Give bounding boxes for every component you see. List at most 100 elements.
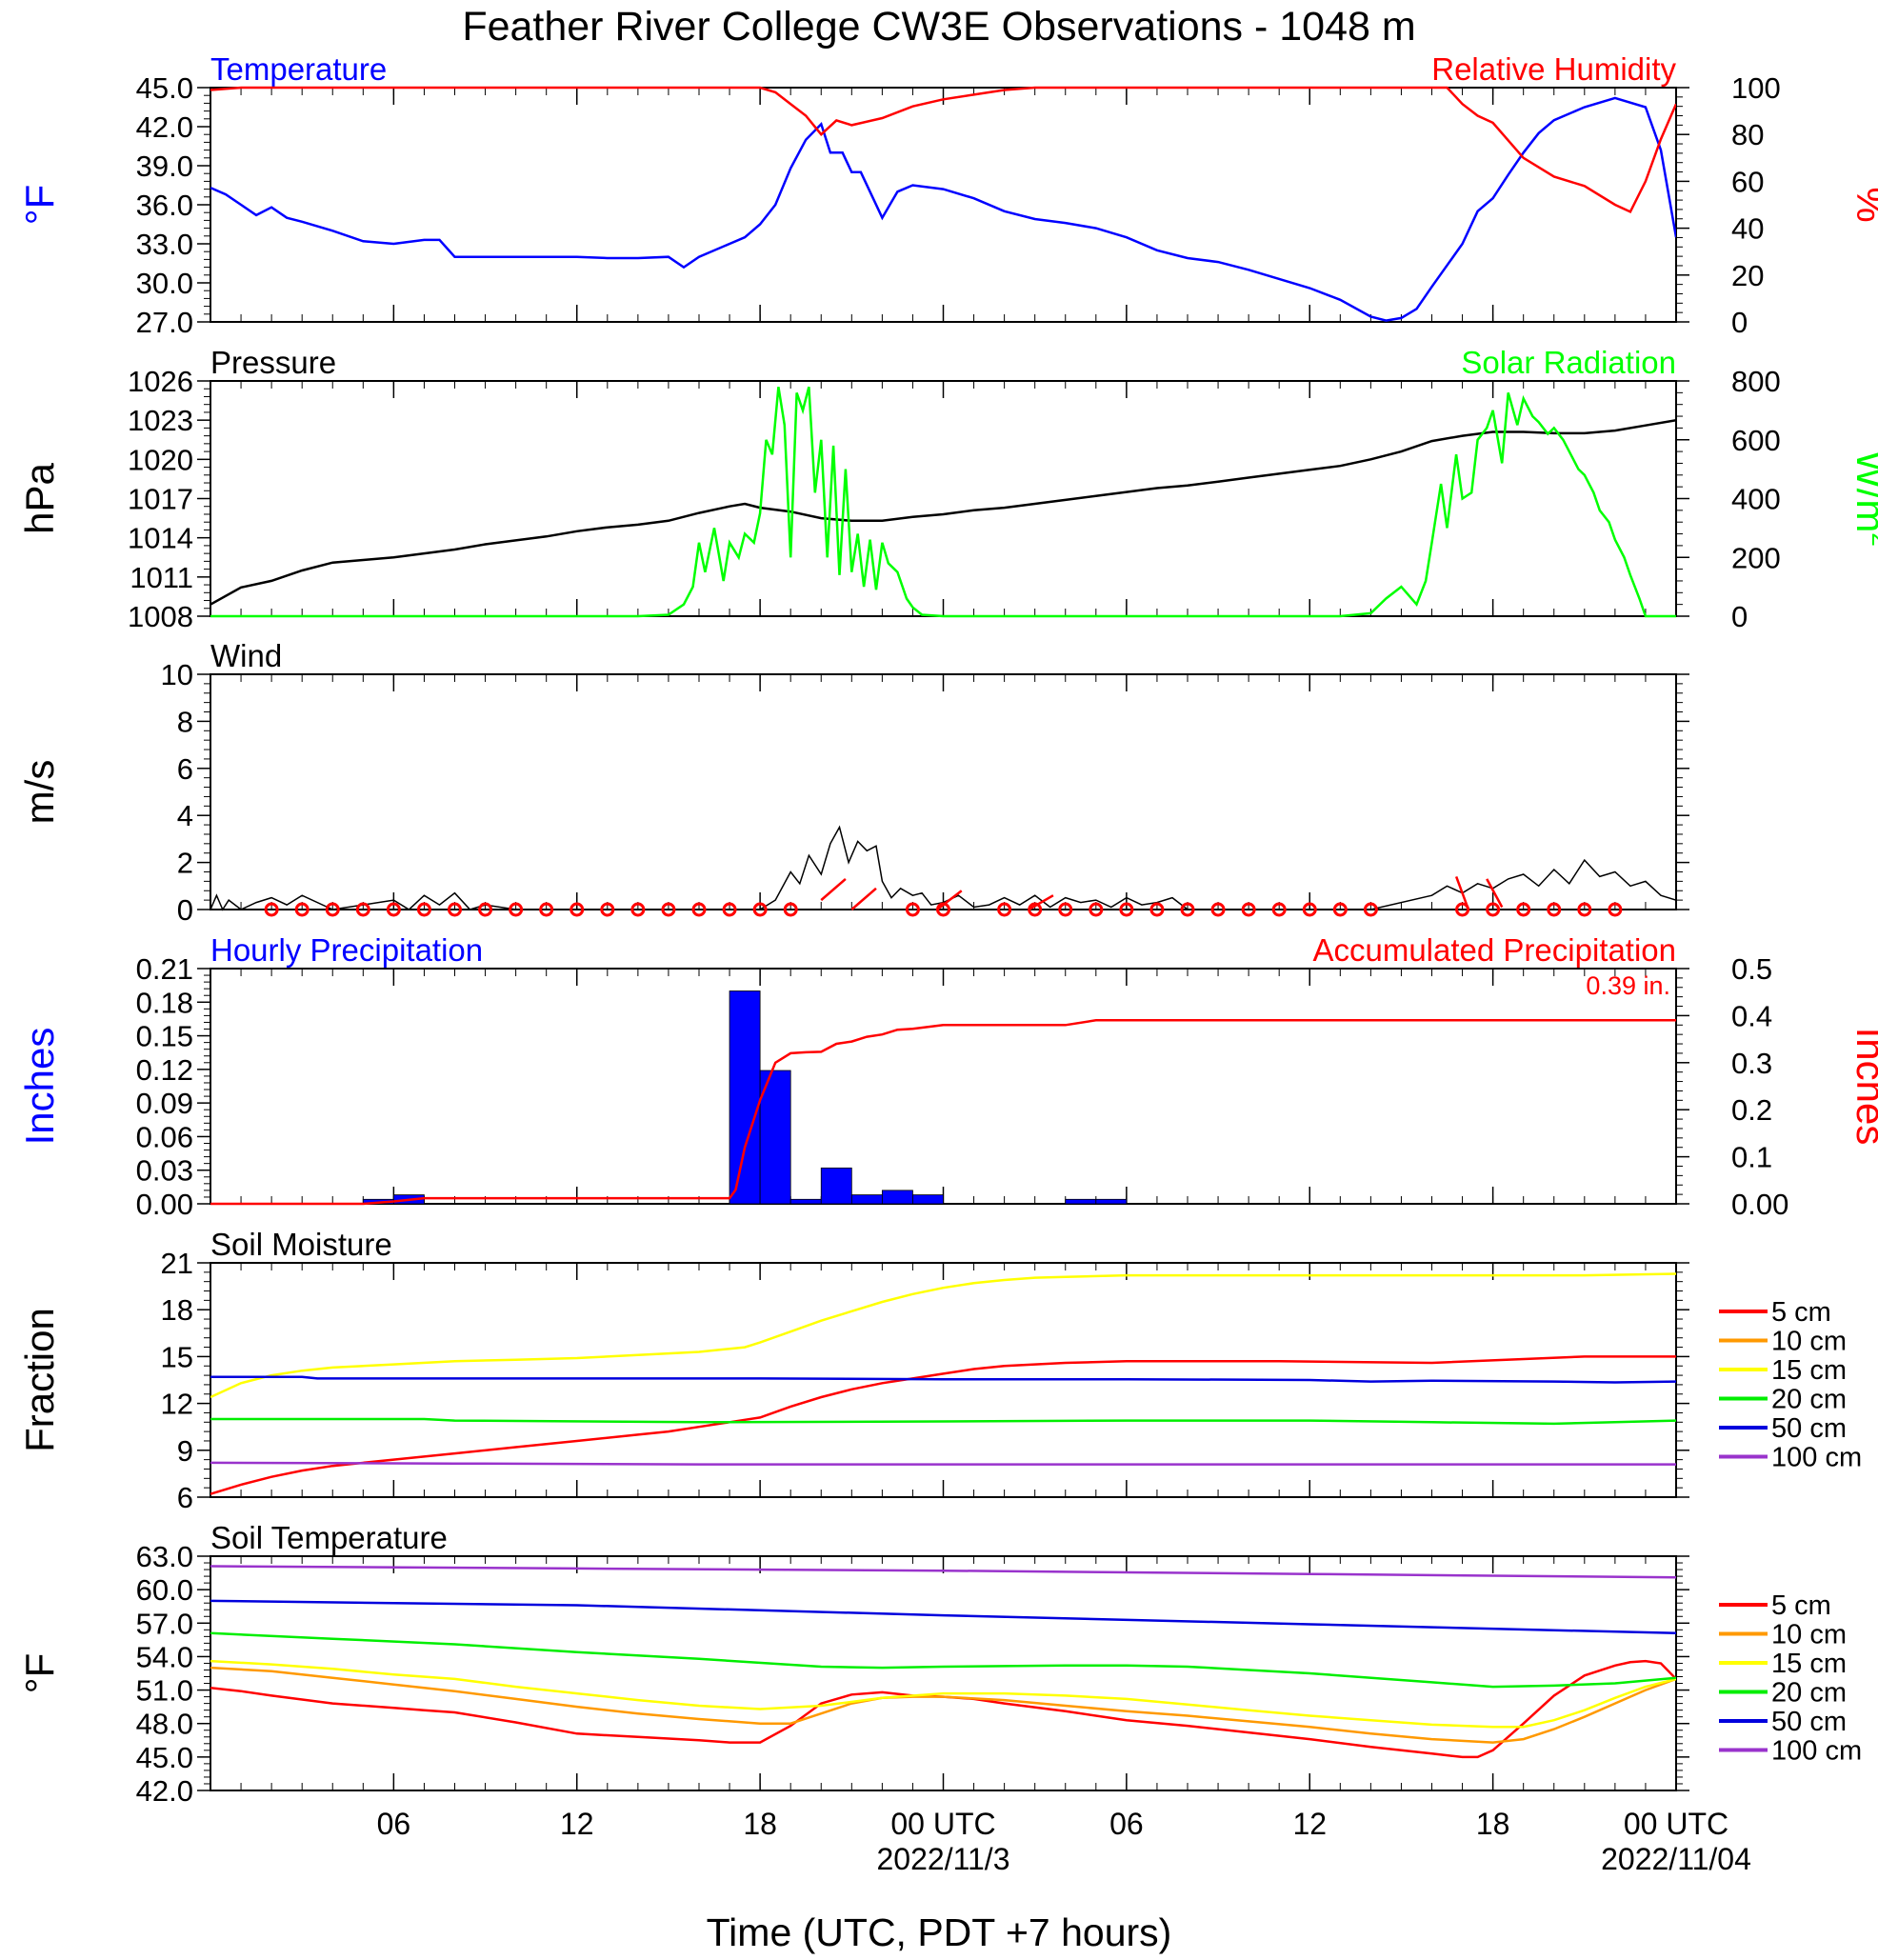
legend-label: 15 cm [1771,1649,1847,1679]
legend-label: 20 cm [1771,1385,1847,1415]
y-right-tick-label: 0.3 [1731,1047,1772,1080]
y-axis-label: Fraction [17,1308,62,1452]
series-line-20-cm [210,1631,1676,1689]
plot-frame [210,673,1677,910]
wind-calm-marker [691,902,707,917]
y-tick-label: 1017 [128,483,193,516]
y-right-tick-label: 0.5 [1731,952,1772,986]
y-right-tick-label: 40 [1731,212,1764,246]
y-tick-label: 57.0 [136,1607,193,1640]
y-tick-label: 0.12 [136,1053,193,1087]
wind-calm-marker [1241,902,1256,917]
y-tick-label: 9 [177,1434,193,1468]
legend-label: 50 cm [1771,1707,1847,1737]
y-tick-label: 39.0 [136,150,193,183]
y-tick-label: 4 [177,799,193,832]
panels: 27.030.033.036.039.042.045.0020406080100… [17,51,1878,1876]
wind-calm-marker [1149,902,1165,917]
x-tick-label: 12 [1292,1807,1327,1841]
y-tick-label: 10 [161,658,193,691]
y-tick-label: 1014 [128,522,193,555]
y-tick-label: 33.0 [136,228,193,261]
plot-frame [210,87,1677,323]
precip-bar [729,990,761,1205]
y-tick-label: 30.0 [136,267,193,300]
legend-label: 5 cm [1771,1297,1831,1328]
y-tick-label: 0.00 [136,1188,193,1221]
y-right-tick-label: 600 [1731,424,1781,457]
precip-bar [1065,1198,1097,1205]
y-tick-label: 0.09 [136,1087,193,1120]
y-right-tick-label: 0.4 [1731,999,1772,1032]
y-right-tick-label: 80 [1731,118,1764,151]
legend-label: 20 cm [1771,1678,1847,1709]
y-right-tick-label: 60 [1731,165,1764,198]
panel-title-left: Soil Moisture [210,1227,392,1262]
wind-direction-barb [936,890,963,910]
y-tick-label: 27.0 [136,306,193,339]
y-tick-label: 1020 [128,443,193,476]
y-tick-label: 0.18 [136,986,193,1019]
y-axis-right-label: Inches [1848,1028,1878,1146]
wind-direction-barb [1486,878,1504,909]
panel-soil_temp: 42.045.048.051.054.057.060.063.0 Soil Tem… [17,1520,1862,1808]
legend-label: 15 cm [1771,1355,1847,1386]
wind-calm-marker [1486,902,1501,917]
panel-title-right: Accumulated Precipitation [1312,932,1676,968]
series-line-100-cm [210,1461,1676,1466]
legend-label: 10 cm [1771,1620,1847,1650]
y-tick-label: 1023 [128,404,193,437]
x-tick-label: 00 UTC [1624,1807,1728,1841]
y-axis-right-label: % [1848,187,1878,222]
series-line-temperature [210,96,1676,322]
wind-calm-marker [1180,902,1195,917]
x-tick-label: 12 [560,1807,594,1841]
y-right-tick-label: 800 [1731,365,1781,398]
wind-calm-marker [783,902,798,917]
panel-temp_rh: 27.0 30.0 33.0 36.0 39.0 42.0 45.0 0 20 40 60 80 100… [17,51,1878,339]
y-tick-label: 12 [161,1388,193,1421]
wind-calm-marker [416,902,431,917]
x-tick-label: 06 [377,1807,411,1841]
series-line-relative-humidity [210,86,1676,214]
series-line-50-cm [210,1375,1676,1384]
wind-calm-marker [1363,902,1378,917]
series-line-5-cm [210,1355,1676,1495]
x-tick-label: 18 [1476,1807,1510,1841]
wind-calm-marker [539,902,554,917]
y-right-tick-label: 0.00 [1731,1188,1788,1221]
y-tick-label: 0 [177,893,193,927]
wind-calm-marker [355,902,370,917]
wind-calm-marker [1608,902,1623,917]
y-tick-label: 45.0 [136,71,193,105]
series-line-pressure [210,418,1676,606]
precip-bar [912,1194,944,1205]
wind-calm-marker [294,902,310,917]
y-axis-label: Inches [17,1028,62,1146]
series-line-solar-radiation [210,386,1676,618]
legend-label: 100 cm [1771,1443,1862,1473]
panel-precip: 0.000.030.060.090.120.150.180.210.000.10… [17,932,1878,1221]
panel-title-left: Pressure [210,345,336,380]
y-right-tick-label: 0.2 [1731,1093,1772,1127]
wind-calm-marker [1547,902,1562,917]
y-tick-label: 1011 [130,561,193,594]
y-tick-label: 54.0 [136,1640,193,1673]
y-tick-label: 0.06 [136,1120,193,1153]
y-right-tick-label: 400 [1731,483,1781,516]
wind-calm-marker [600,902,615,917]
series-line-accumulated-precipitation [210,1019,1676,1206]
chart-title: Feather River College CW3E Observations … [462,4,1415,50]
panel-title-right: Relative Humidity [1431,51,1676,87]
precip-bar [789,1198,822,1205]
y-right-tick-label: 0 [1731,306,1748,339]
wind-calm-marker [1119,902,1134,917]
wind-calm-marker [1058,902,1073,917]
wind-calm-marker [1089,902,1104,917]
y-tick-label: 6 [177,1481,193,1514]
panel-title-left: Wind [210,638,282,673]
y-tick-label: 6 [177,752,193,786]
y-tick-label: 1026 [128,365,193,398]
precip-bar [820,1167,852,1205]
